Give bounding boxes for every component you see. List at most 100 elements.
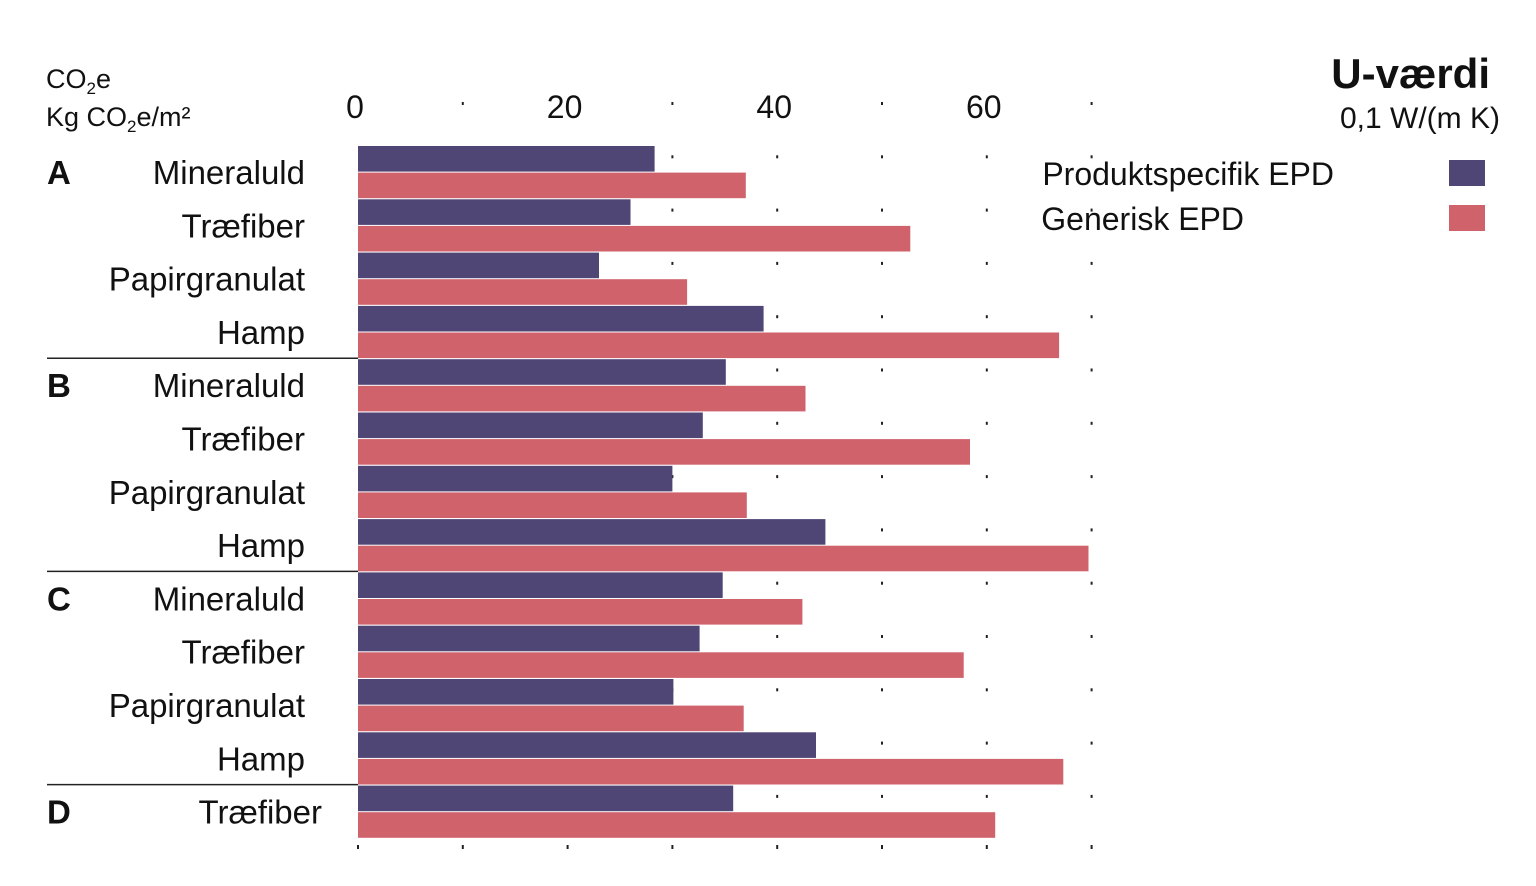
- bottom-tick: [566, 845, 569, 849]
- grid-dot: [1090, 581, 1093, 585]
- bar-generisk: [358, 385, 806, 412]
- legend-label: Generisk EPD: [1041, 201, 1244, 237]
- x-tick-label: 40: [756, 89, 792, 125]
- bar-produktspecifik: [358, 572, 723, 598]
- category-label: Mineraluld: [153, 367, 305, 404]
- grid-dot: [1090, 528, 1093, 532]
- category-label: Papirgranulat: [109, 261, 305, 298]
- bar-produktspecifik: [358, 679, 674, 705]
- category-label: Hamp: [217, 527, 305, 564]
- grid-dot: [1090, 155, 1093, 159]
- bar-generisk: [358, 545, 1089, 572]
- category-label: Papirgranulat: [109, 687, 305, 724]
- grid-dot: [881, 155, 883, 159]
- bar-produktspecifik: [358, 785, 734, 812]
- grid-dot: [985, 581, 988, 585]
- bar-produktspecifik: [358, 519, 826, 545]
- chart-subtitle: 0,1 W/(m K): [1339, 102, 1500, 135]
- grid-dot: [1090, 315, 1093, 319]
- category-label: Mineraluld: [153, 580, 305, 617]
- bar-produktspecifik: [358, 412, 703, 439]
- unit-label-line2: Kg CO2e/m²: [46, 102, 191, 136]
- bottom-tick: [985, 845, 988, 849]
- grid-dot: [776, 368, 779, 372]
- grid-dot: [776, 421, 779, 425]
- grid-dot: [985, 635, 988, 638]
- bar-generisk: [358, 332, 1060, 359]
- category-label: Hamp: [217, 740, 305, 777]
- bar-generisk: [358, 492, 747, 518]
- bar-produktspecifik: [358, 199, 631, 225]
- grid-dot: [985, 688, 988, 692]
- grid-dot: [985, 741, 988, 745]
- legend-swatch-produktspecifik: [1449, 160, 1485, 186]
- grid-dot: [1090, 741, 1093, 745]
- bar-produktspecifik: [358, 465, 673, 492]
- grid-dot: [1090, 421, 1093, 425]
- bar-generisk: [358, 758, 1064, 785]
- grid-dot: [671, 102, 674, 105]
- grid-dot: [776, 102, 779, 105]
- category-label: Træfiber: [199, 794, 322, 831]
- bar-generisk: [358, 172, 746, 199]
- grid-dot: [671, 261, 674, 265]
- group-label: C: [47, 580, 71, 617]
- category-label: Mineraluld: [153, 154, 305, 191]
- grid-dot: [881, 208, 883, 212]
- category-label: Træfiber: [182, 634, 305, 671]
- group-label: B: [47, 367, 71, 404]
- grid-dot: [881, 421, 883, 425]
- bar-generisk: [358, 225, 911, 252]
- x-tick-label: 60: [966, 89, 1002, 125]
- bar-generisk: [358, 279, 688, 305]
- grid-dot: [776, 208, 779, 212]
- bar-generisk: [358, 439, 970, 465]
- grid-dot: [776, 635, 779, 638]
- grid-dot: [985, 794, 988, 798]
- grid-dot: [1090, 794, 1093, 798]
- bar-produktspecifik: [358, 359, 726, 385]
- bottom-tick: [671, 845, 674, 849]
- grid-dot: [881, 688, 883, 692]
- grid-dot: [881, 581, 883, 585]
- grid-dot: [776, 581, 779, 585]
- grid-dot: [1090, 208, 1093, 212]
- grid-dot: [881, 102, 883, 105]
- category-label: Hamp: [217, 314, 305, 351]
- bottom-tick: [461, 845, 464, 849]
- category-label: Træfiber: [182, 207, 305, 244]
- grid-dot: [881, 635, 883, 638]
- grid-dot: [776, 794, 779, 798]
- bar-produktspecifik: [358, 305, 764, 332]
- bottom-tick: [357, 845, 359, 849]
- grid-dot: [776, 261, 779, 265]
- legend-swatch-generisk: [1449, 205, 1485, 231]
- grid-dot: [1090, 102, 1093, 105]
- grid-dot: [671, 155, 674, 159]
- grid-dot: [985, 475, 988, 479]
- grid-dot: [1090, 688, 1093, 692]
- grid-dot: [985, 315, 988, 319]
- grid-dot: [1090, 368, 1093, 372]
- bottom-tick: [881, 845, 883, 849]
- grid-dot: [881, 315, 883, 319]
- grid-dot: [985, 528, 988, 532]
- bar-produktspecifik: [358, 732, 816, 758]
- bar-produktspecifik: [358, 146, 655, 172]
- grid-dot: [985, 421, 988, 425]
- grid-dot: [985, 102, 988, 105]
- grid-dot: [1090, 475, 1093, 479]
- bar-generisk: [358, 705, 744, 732]
- grid-dot: [566, 102, 569, 105]
- bar-produktspecifik: [358, 252, 599, 279]
- unit-label-line1: CO2e: [46, 64, 111, 98]
- grid-dot: [881, 475, 883, 479]
- grid-dot: [881, 794, 883, 798]
- group-label: A: [47, 154, 71, 191]
- bottom-tick: [776, 845, 779, 849]
- grid-dot: [881, 528, 883, 532]
- grid-dot: [1090, 261, 1093, 265]
- x-tick-label: 0: [346, 89, 364, 125]
- category-label: Træfiber: [182, 421, 305, 458]
- x-tick-label: 20: [547, 89, 583, 125]
